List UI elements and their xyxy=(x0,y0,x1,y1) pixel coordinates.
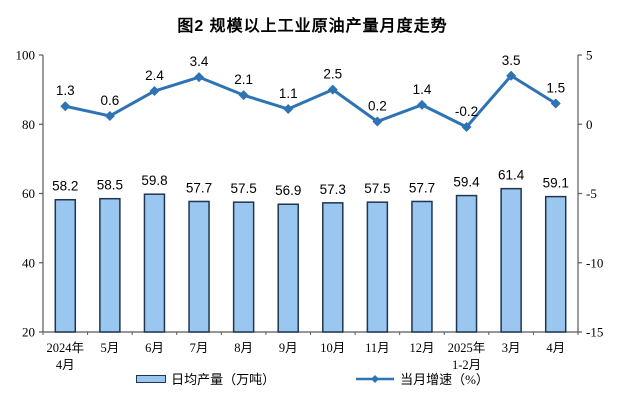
bar xyxy=(54,198,77,333)
left-axis-tick-label: 100 xyxy=(16,48,36,63)
bar xyxy=(232,201,255,333)
legend-line-label: 当月增速（%） xyxy=(400,372,489,387)
line-marker-diamond-icon xyxy=(327,84,338,95)
x-category-label: 5月 xyxy=(100,341,119,355)
x-category-label: 1-2月 xyxy=(452,358,481,372)
x-category-label: 10月 xyxy=(320,341,345,355)
right-axis-tick-label: -10 xyxy=(586,255,603,270)
line-value-label: 1.4 xyxy=(413,82,432,97)
legend-item-line: 当月增速（%） xyxy=(355,369,489,388)
line-marker-diamond-icon xyxy=(194,72,205,83)
bar xyxy=(455,194,478,333)
bar xyxy=(322,202,344,333)
right-axis-tick-label: -15 xyxy=(586,325,603,340)
line-marker-diamond-icon xyxy=(104,110,115,121)
x-category-label: 11月 xyxy=(365,341,390,355)
line-marker-diamond-icon xyxy=(149,86,160,97)
line-value-label: 2.4 xyxy=(145,68,164,83)
x-category-label: 3月 xyxy=(502,341,521,355)
line-marker-diamond-icon xyxy=(238,90,249,101)
bar xyxy=(411,200,433,333)
bar-value-label: 59.4 xyxy=(453,175,480,190)
bar-value-label: 58.2 xyxy=(52,179,78,194)
bar xyxy=(544,195,567,333)
left-axis-tick-label: 20 xyxy=(22,325,35,340)
line-marker-diamond-icon xyxy=(372,116,383,127)
line-value-label: 0.2 xyxy=(368,98,387,113)
chart-legend: 日均产量（万吨） 当月增速（%） xyxy=(0,369,625,388)
bar-value-label: 58.5 xyxy=(97,178,123,193)
right-axis-tick-label: 5 xyxy=(586,48,593,63)
bar-value-label: 59.8 xyxy=(141,173,167,188)
growth-line xyxy=(63,74,558,129)
x-category-label: 12月 xyxy=(409,341,434,355)
x-category-label: 7月 xyxy=(190,341,209,355)
left-axis-tick-label: 60 xyxy=(22,186,35,201)
bar xyxy=(500,187,522,333)
line-value-label: 2.1 xyxy=(234,72,253,87)
bar xyxy=(277,203,299,333)
bar-value-label: 56.9 xyxy=(275,183,301,198)
right-axis-tick-label: 0 xyxy=(586,117,593,132)
line-value-label: 3.5 xyxy=(502,53,521,68)
x-category-label: 6月 xyxy=(145,341,164,355)
bar-value-label: 57.7 xyxy=(409,180,435,195)
legend-item-bar: 日均产量（万吨） xyxy=(136,369,275,388)
bar-value-label: 57.7 xyxy=(186,180,212,195)
line-marker-swatch-icon xyxy=(356,374,395,383)
bar-value-label: 57.3 xyxy=(320,182,346,197)
bar-value-label: 57.5 xyxy=(364,181,390,196)
x-category-label: 2024年 xyxy=(47,341,85,355)
bar-value-label: 57.5 xyxy=(230,181,256,196)
bar-value-label: 59.1 xyxy=(543,176,569,191)
line-marker-diamond-icon xyxy=(550,98,561,109)
line-value-label: 3.4 xyxy=(190,54,209,69)
bar xyxy=(188,200,210,333)
chart-title: 图2 规模以上工业原油产量月度走势 xyxy=(177,18,448,35)
x-category-label: 8月 xyxy=(234,341,253,355)
line-marker-diamond-icon xyxy=(283,104,294,115)
bar xyxy=(143,193,166,333)
line-value-label: 1.1 xyxy=(279,86,298,101)
x-category-label: 4月 xyxy=(56,358,75,372)
line-marker-diamond-icon xyxy=(506,70,517,81)
bar xyxy=(99,197,121,333)
x-category-label: 9月 xyxy=(279,341,298,355)
x-category-label: 4月 xyxy=(546,341,565,355)
x-category-label: 2025年 xyxy=(448,341,486,355)
bar-value-label: 61.4 xyxy=(498,168,525,183)
line-marker-diamond-icon xyxy=(60,101,71,112)
line-marker-diamond-icon xyxy=(416,99,427,110)
legend-diamond-icon xyxy=(371,374,380,383)
line-marker-diamond-icon xyxy=(461,122,472,133)
right-axis-tick-label: -5 xyxy=(586,186,597,201)
left-axis-tick-label: 80 xyxy=(22,117,35,132)
line-value-label: 1.5 xyxy=(546,80,565,95)
line-value-label: 2.5 xyxy=(323,67,342,82)
bar xyxy=(366,201,389,333)
line-value-label: 1.3 xyxy=(56,83,75,98)
bar-swatch-icon xyxy=(136,374,167,383)
left-axis-tick-label: 40 xyxy=(22,255,35,270)
line-value-label: 0.6 xyxy=(100,93,119,108)
line-value-label: -0.2 xyxy=(455,104,478,119)
legend-bar-label: 日均产量（万吨） xyxy=(171,372,276,387)
